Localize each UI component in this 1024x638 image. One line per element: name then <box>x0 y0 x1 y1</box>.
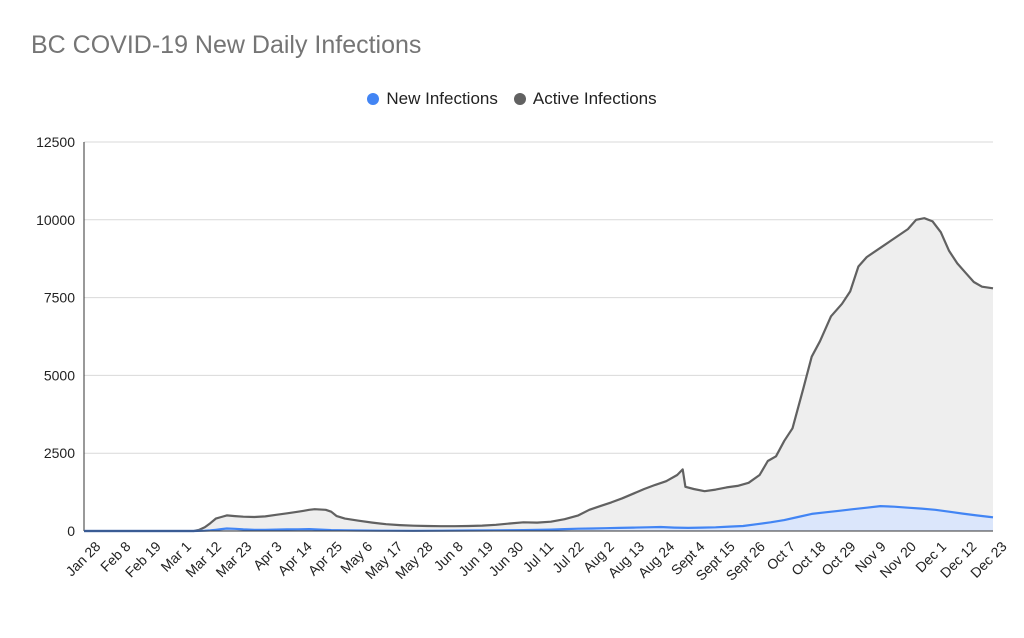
x-tick-label: Jul 11 <box>520 538 557 575</box>
y-tick-label-10000: 10000 <box>36 212 75 228</box>
x-tick-label: Jul 22 <box>549 538 587 576</box>
y-tick-label-5000: 5000 <box>44 367 75 383</box>
x-tick-label: Oct 29 <box>818 538 859 579</box>
chart-title: BC COVID-19 New Daily Infections <box>31 31 422 59</box>
series-area-active-infections <box>84 218 993 531</box>
y-tick-label-7500: 7500 <box>44 290 75 306</box>
legend-item-new-infections: New Infections <box>367 89 498 109</box>
legend-label-active-infections: Active Infections <box>532 89 657 108</box>
legend-item-active-infections: Active Infections <box>513 89 657 109</box>
x-tick-label: Jun 30 <box>485 538 526 579</box>
y-tick-label-0: 0 <box>67 523 75 539</box>
series-line-new-infections <box>84 505 994 533</box>
series-line-active-infections <box>84 217 994 533</box>
x-tick-label: Jan 28 <box>62 538 103 579</box>
x-tick-label: Apr 25 <box>305 538 346 579</box>
legend-label-new-infections: New Infections <box>386 89 498 108</box>
legend: New Infections Active Infections <box>0 89 1024 109</box>
series-area-new-infections <box>84 506 993 531</box>
y-tick-label-2500: 2500 <box>44 445 75 461</box>
y-tick-label-12500: 12500 <box>36 134 75 150</box>
legend-dot-new-infections-icon <box>367 93 380 105</box>
legend-dot-active-infections-icon <box>513 93 526 105</box>
